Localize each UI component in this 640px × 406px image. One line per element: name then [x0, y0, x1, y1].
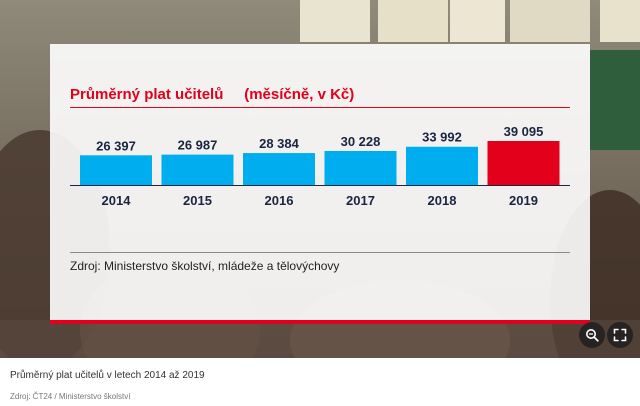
value-label-2015: 26 987 — [178, 138, 218, 153]
zoom-in-icon — [586, 329, 599, 342]
value-label-2018: 33 992 — [422, 130, 462, 145]
category-label-2018: 2018 — [428, 193, 457, 208]
fullscreen-button[interactable] — [607, 322, 633, 348]
card-accent-bar — [50, 320, 590, 324]
figure-credit: Zdroj: ČT24 / Ministerstvo školství — [10, 392, 131, 401]
chart-source: Zdroj: Ministerstvo školství, mládeže a … — [70, 259, 340, 273]
bar-2016 — [243, 153, 315, 185]
background-photo: Průměrný plat učitelů (měsíčně, v Kč) 26… — [0, 0, 640, 358]
category-label-2014: 2014 — [102, 193, 132, 208]
value-label-2014: 26 397 — [96, 138, 136, 153]
value-label-2019: 39 095 — [504, 124, 544, 139]
chart-card: Průměrný plat učitelů (měsíčně, v Kč) 26… — [50, 44, 590, 324]
chart-title: Průměrný plat učitelů (měsíčně, v Kč) — [70, 86, 355, 103]
value-label-2017: 30 228 — [341, 134, 381, 149]
category-label-2015: 2015 — [183, 193, 212, 208]
title-rule — [70, 107, 570, 108]
bar-2014 — [80, 155, 152, 185]
figure-caption: Průměrný plat učitelů v letech 2014 až 2… — [10, 370, 205, 381]
value-label-2016: 28 384 — [259, 136, 300, 151]
bar-2018 — [406, 146, 478, 185]
category-label-2016: 2016 — [265, 193, 294, 208]
bar-2017 — [324, 150, 397, 185]
source-rule — [70, 252, 570, 253]
bar-2019 — [487, 141, 560, 185]
bar-2015 — [161, 154, 234, 185]
category-label-2019: 2019 — [509, 193, 538, 208]
zoom-button[interactable] — [579, 322, 605, 348]
category-label-2017: 2017 — [346, 193, 375, 208]
fullscreen-icon — [613, 328, 627, 342]
bar-chart: 26 397 2014 26 987 2015 28 384 2016 30 228 2017… — [70, 124, 570, 208]
